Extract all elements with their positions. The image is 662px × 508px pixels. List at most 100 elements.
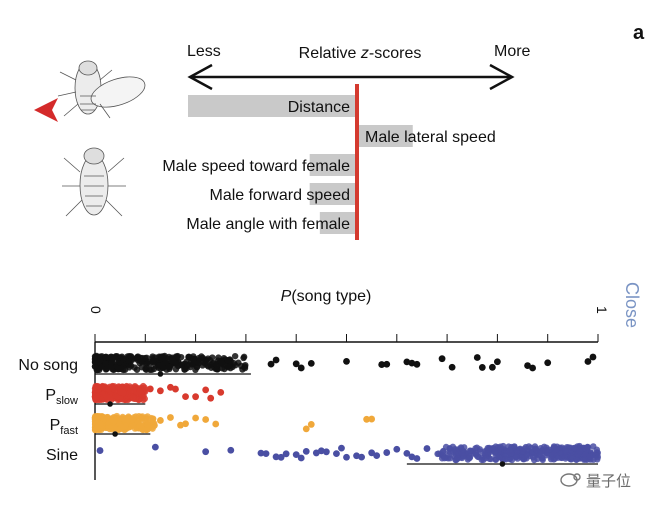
song-point <box>413 455 421 462</box>
song-mean-marker <box>499 461 506 467</box>
song-point <box>199 362 206 369</box>
song-point <box>156 387 164 395</box>
song-point <box>502 456 509 463</box>
song-point <box>576 448 583 455</box>
song-point <box>114 365 122 373</box>
song-point <box>582 456 589 463</box>
song-point <box>484 446 492 453</box>
song-point <box>165 363 172 371</box>
song-point <box>169 357 177 365</box>
song-point <box>338 444 345 452</box>
song-point <box>172 385 179 393</box>
song-category-main: No song <box>18 357 78 374</box>
song-point <box>292 360 300 368</box>
song-point <box>297 454 305 462</box>
song-category-sub: slow <box>56 395 78 407</box>
zscore-title-suffix: -scores <box>369 45 421 62</box>
song-point <box>114 393 121 400</box>
song-point <box>158 361 166 369</box>
song-point <box>102 360 109 367</box>
song-point <box>182 420 189 428</box>
song-point <box>562 448 569 455</box>
song-point <box>192 393 200 401</box>
song-point <box>151 443 159 451</box>
zscore-title-prefix: Relative <box>299 45 361 62</box>
song-point <box>257 449 265 457</box>
song-point <box>127 353 135 360</box>
song-point <box>143 426 150 433</box>
zscore-bar-label: Distance <box>288 99 350 116</box>
song-point <box>333 450 340 457</box>
song-error-bars <box>95 371 598 467</box>
song-category-main: Sine <box>46 447 78 464</box>
song-point <box>139 413 146 420</box>
song-point <box>545 446 552 453</box>
zscore-bars <box>188 95 413 234</box>
song-point <box>413 360 421 368</box>
close-label: Close <box>622 282 642 328</box>
panel-label: a <box>633 22 645 44</box>
song-point <box>558 454 566 462</box>
song-point <box>141 354 149 362</box>
song-point <box>518 454 526 461</box>
song-point <box>146 385 154 393</box>
song-point <box>343 357 350 365</box>
zscore-bar <box>319 212 357 234</box>
song-point <box>212 420 220 428</box>
song-point <box>536 450 544 458</box>
zscore-bar-label: Male forward speed <box>209 187 350 204</box>
zscore-less-label: Less <box>187 43 221 60</box>
song-point <box>543 452 550 459</box>
zscore-bar-label: Male lateral speed <box>365 129 496 146</box>
song-point <box>383 449 391 456</box>
song-point <box>466 454 473 462</box>
song-point <box>460 452 467 460</box>
song-point <box>204 355 212 362</box>
song-point <box>272 356 280 364</box>
song-point <box>423 445 431 452</box>
song-point <box>207 394 215 402</box>
song-point <box>129 394 137 401</box>
song-mean-marker <box>157 371 164 377</box>
song-point <box>448 363 456 371</box>
song-point <box>144 421 151 428</box>
song-point <box>457 444 465 451</box>
zscore-labels: Distance Male lateral speed Male speed tow… <box>162 99 495 233</box>
song-point <box>91 359 99 366</box>
song-point <box>453 456 460 464</box>
song-point <box>589 353 597 361</box>
song-point <box>92 414 99 421</box>
song-point <box>495 453 503 461</box>
song-point <box>529 364 537 372</box>
song-point <box>225 363 233 370</box>
song-point <box>302 425 310 433</box>
song-point <box>143 364 150 372</box>
song-point <box>403 449 411 457</box>
song-point <box>594 454 602 461</box>
song-point <box>506 446 514 454</box>
song-point <box>117 388 125 396</box>
song-point <box>193 364 201 371</box>
song-point <box>523 452 530 459</box>
song-point <box>529 454 537 461</box>
song-point <box>97 420 104 427</box>
song-category-main: P <box>45 387 56 404</box>
song-plot-title: P(song type) <box>281 288 372 305</box>
song-point <box>121 416 129 423</box>
song-point <box>96 447 104 454</box>
song-point <box>439 448 447 455</box>
song-point <box>586 453 593 460</box>
song-point <box>466 447 474 454</box>
song-point <box>573 456 580 463</box>
song-point <box>571 444 578 452</box>
song-point <box>481 451 489 458</box>
song-point <box>524 362 531 369</box>
zscore-bar <box>309 154 357 176</box>
song-point <box>302 447 310 455</box>
song-point <box>202 386 210 394</box>
song-point <box>126 364 133 371</box>
red-pointer-icon <box>34 98 58 122</box>
song-point <box>322 448 330 456</box>
song-point <box>231 352 239 360</box>
